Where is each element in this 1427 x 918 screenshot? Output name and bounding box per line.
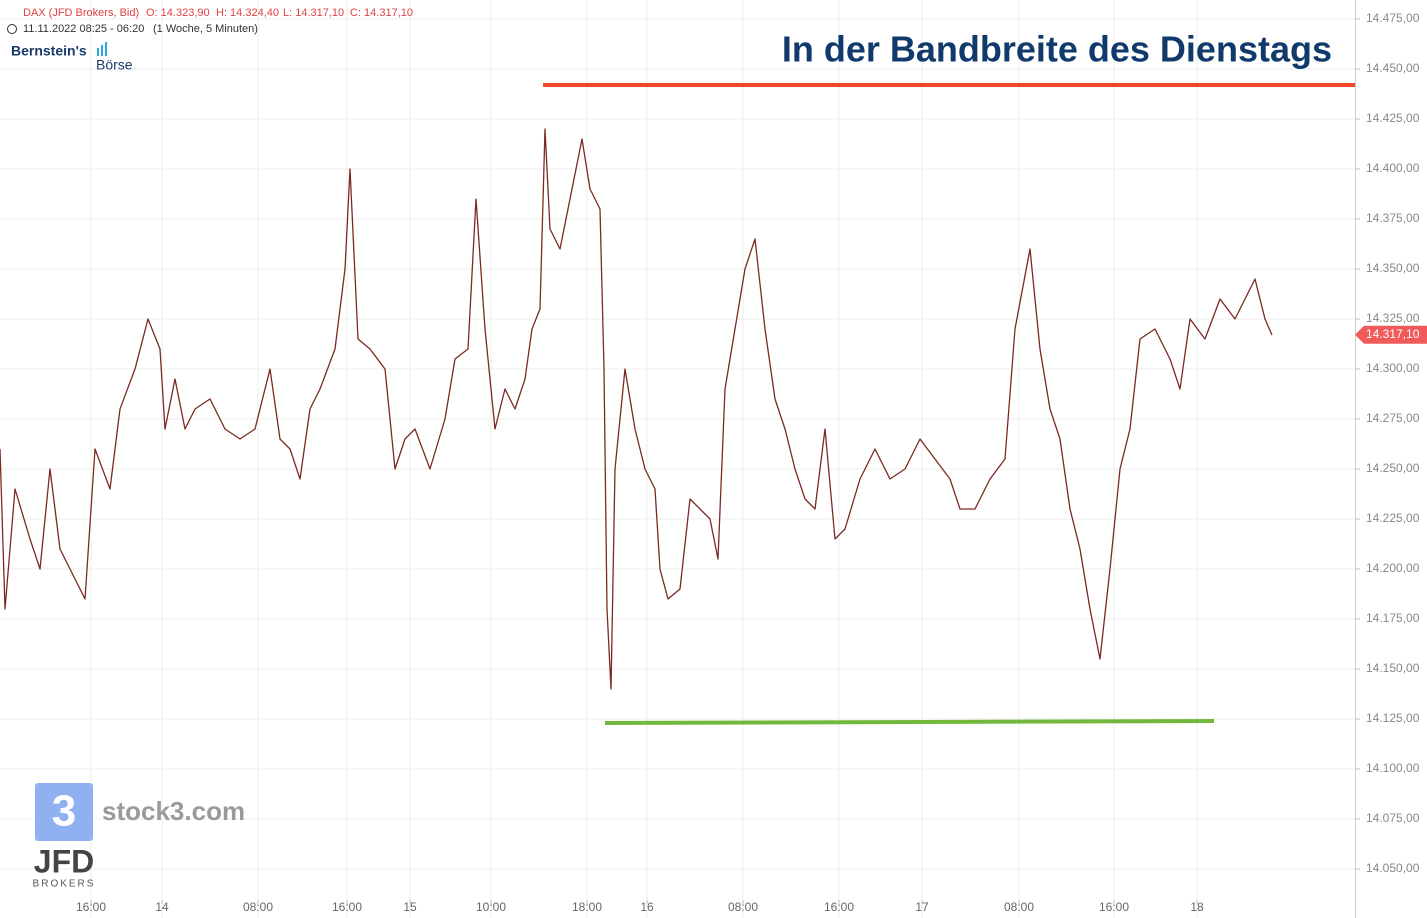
x-tick-label: 16 [640,900,654,914]
logo-name: Bernstein's [11,43,87,59]
y-tick-label: 14.375,00 [1366,211,1420,225]
x-tick-label: 18 [1190,900,1204,914]
y-tick-label: 14.250,00 [1366,461,1420,475]
price-line [0,128,1273,690]
period: 11.11.2022 08:25 - 06:20 [23,23,144,35]
last-price-tag [1355,325,1427,344]
ohlc-low: L: 14.317,10 [283,7,344,19]
interval: (1 Woche, 5 Minuten) [153,23,258,35]
x-tick-label: 14 [155,900,169,914]
y-tick-label: 14.150,00 [1366,661,1420,675]
logo-sub: Börse [96,57,133,73]
ohlc-close: C: 14.317,10 [350,7,413,19]
y-tick-label: 14.350,00 [1366,261,1420,275]
chart-title: In der Bandbreite des Dienstags [782,29,1332,70]
y-tick-label: 14.400,00 [1366,161,1420,175]
ohlc-open: O: 14.323,90 [146,7,210,19]
last-price-label: 14.317,10 [1366,327,1420,341]
logo-bar [97,48,99,56]
y-tick-label: 14.075,00 [1366,811,1420,825]
watermark-icon: 3 [52,787,76,836]
watermark-broker: JFD [34,843,94,879]
y-tick-label: 14.275,00 [1366,411,1420,425]
x-tick-label: 16:00 [332,900,362,914]
x-tick-label: 16:00 [1099,900,1129,914]
y-tick-label: 14.325,00 [1366,311,1420,325]
marks [0,83,1355,725]
x-tick-label: 08:00 [243,900,273,914]
labels: DAX (JFD Brokers, Bid) O: 14.323,90 H: 1… [7,7,1332,890]
grid [0,0,1360,918]
watermark-broker-sub: BROKERS [33,879,96,890]
x-tick-label: 18:00 [572,900,602,914]
ohlc-high: H: 14.324,40 [216,7,279,19]
x-tick-label: 08:00 [728,900,758,914]
x-tick-label: 17 [915,900,929,914]
range-line [604,719,1215,725]
x-tick-label: 15 [403,900,417,914]
y-tick-label: 14.450,00 [1366,61,1420,75]
y-tick-label: 14.200,00 [1366,561,1420,575]
logo-bar [101,45,103,56]
logo-bar [105,42,107,56]
x-tick-label: 08:00 [1004,900,1034,914]
x-tick-label: 16:00 [824,900,854,914]
watermark-site: stock3.com [102,796,245,826]
y-tick-label: 14.475,00 [1366,11,1420,25]
y-tick-label: 14.425,00 [1366,111,1420,125]
y-tick-label: 14.050,00 [1366,861,1420,875]
watermark-icon-bg [35,783,93,841]
instrument: DAX (JFD Brokers, Bid) [23,7,139,19]
y-tick-label: 14.125,00 [1366,711,1420,725]
y-tick-label: 14.175,00 [1366,611,1420,625]
clock-icon [7,24,17,34]
y-tick-label: 14.100,00 [1366,761,1420,775]
y-tick-label: 14.225,00 [1366,511,1420,525]
y-tick-label: 14.300,00 [1366,361,1420,375]
x-tick-label: 10:00 [476,900,506,914]
x-tick-label: 16:00 [76,900,106,914]
